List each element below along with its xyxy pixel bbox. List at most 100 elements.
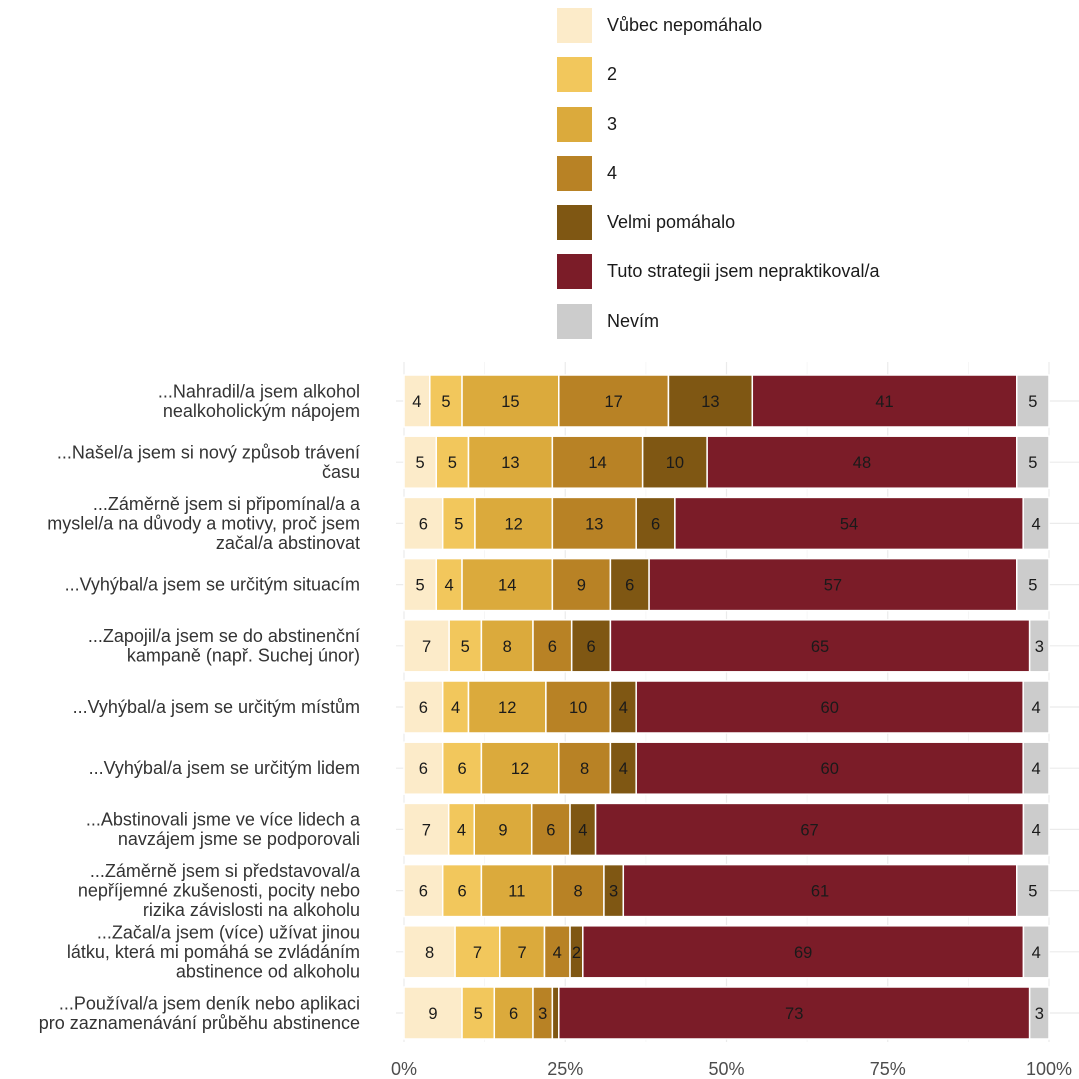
category-label: ...Používal/a jsem deník nebo aplikaci (59, 993, 360, 1013)
data-label: 8 (580, 760, 589, 778)
legend-swatch (557, 205, 592, 241)
data-label: 14 (588, 454, 606, 472)
bar-segment (403, 619, 450, 673)
bar-segment (441, 863, 483, 918)
data-label: 5 (448, 454, 457, 472)
data-label: 6 (419, 883, 428, 901)
legend: Vůbec nepomáhalo 2 3 4 Velmi pomáhalo Tuto st… (557, 6, 1057, 351)
data-label: 54 (840, 515, 858, 533)
data-label: 4 (578, 821, 587, 839)
data-label: 7 (473, 944, 482, 962)
bar-segment (635, 496, 676, 551)
category-label: navzájem jsme se podporovali (118, 829, 360, 849)
legend-item: 3 (557, 105, 1057, 154)
bar-segment (473, 802, 533, 857)
data-label: 3 (1035, 638, 1044, 656)
category-label: ...Našel/a jsem si nový způsob trávení (57, 442, 360, 462)
data-label: 5 (454, 515, 463, 533)
data-label: 48 (853, 454, 871, 472)
data-label: 8 (425, 944, 434, 962)
data-label: 8 (574, 883, 583, 901)
data-label: 7 (422, 821, 431, 839)
data-label: 6 (546, 821, 555, 839)
bar-segment (441, 741, 483, 795)
bar-segment (467, 435, 554, 489)
bar-segment (467, 680, 547, 734)
data-label: 9 (428, 1005, 437, 1023)
category-label: ...Začal/a jsem (více) užívat jinou (97, 922, 360, 942)
bar-segment (1022, 802, 1050, 857)
bar-segment (403, 496, 444, 551)
data-label: 5 (416, 454, 425, 472)
data-label: 5 (1028, 883, 1037, 901)
legend-swatch (557, 303, 592, 339)
bar-segment (635, 741, 1024, 795)
category-labels: ...Nahradil/a jsem alkoholnealkoholickým… (39, 381, 361, 1033)
data-label: 9 (498, 821, 507, 839)
legend-label: 2 (607, 64, 618, 85)
data-label: 6 (419, 760, 428, 778)
x-tick-label: 50% (708, 1059, 744, 1079)
bar-segment (403, 741, 444, 795)
bar-segment (461, 986, 496, 1040)
data-label: 4 (1032, 821, 1041, 839)
bar-segment (441, 680, 470, 734)
bar-segment (435, 435, 470, 489)
data-label: 13 (501, 454, 519, 472)
data-label: 4 (457, 821, 466, 839)
legend-swatch (557, 155, 592, 191)
data-label: 8 (503, 638, 512, 656)
data-label: 13 (701, 393, 719, 411)
x-tick-labels: 0% 25% 50% 75% 100% (391, 1059, 1072, 1079)
data-label: 2 (572, 944, 581, 962)
legend-swatch (557, 254, 592, 290)
bar-segment (435, 557, 463, 612)
data-label: 15 (501, 393, 519, 411)
bar-segment (609, 680, 637, 734)
legend-item: 2 (557, 55, 1057, 104)
data-label: 6 (419, 699, 428, 717)
data-label: 5 (441, 393, 450, 411)
bar-segment (493, 986, 534, 1040)
bar-segment (530, 802, 571, 857)
bar-segment (1016, 374, 1050, 428)
data-label: 4 (445, 577, 454, 595)
bar-segment (461, 374, 560, 428)
data-label: 17 (604, 393, 622, 411)
bar-segment (1016, 863, 1050, 918)
bar-segment (551, 557, 612, 612)
data-label: 13 (585, 515, 603, 533)
data-label: 6 (457, 883, 466, 901)
data-label: 4 (412, 393, 421, 411)
data-label: 7 (422, 638, 431, 656)
data-label: 57 (824, 577, 842, 595)
data-label: 3 (1035, 1005, 1044, 1023)
data-label: 65 (811, 638, 829, 656)
bar-segment (1022, 496, 1050, 551)
legend-item: Tuto strategii jsem nepraktikoval/a (557, 252, 1057, 301)
x-tick-label: 25% (547, 1059, 583, 1079)
bar-segment (1022, 741, 1050, 795)
data-label: 60 (821, 699, 839, 717)
bar-segment (474, 496, 554, 551)
data-label: 73 (785, 1005, 803, 1023)
legend-label: Vůbec nepomáhalo (607, 15, 763, 35)
bar-segment (454, 925, 501, 979)
bar-segment (461, 557, 554, 612)
legend-item: Nevím (557, 302, 1057, 351)
bar-segment (480, 863, 554, 918)
bar-segment (1028, 619, 1050, 673)
bar-segment (558, 374, 670, 428)
data-label: 6 (509, 1005, 518, 1023)
data-label: 11 (508, 883, 525, 901)
bar-segment (403, 863, 444, 918)
category-label: látku, která mi pomáhá se zvládáním (67, 942, 360, 962)
bar-segment (499, 925, 546, 979)
legend-label: Tuto strategii jsem nepraktikoval/a (607, 261, 880, 282)
bar-segment (403, 802, 450, 857)
bar-segment (594, 802, 1025, 857)
bars: 4 5 15 17 13 41 55 5 13 14 10 48 56 5 12 13 6 54 45 4 14 9 6 57… (403, 374, 1050, 1040)
data-label: 5 (461, 638, 470, 656)
data-label: 3 (609, 883, 618, 901)
